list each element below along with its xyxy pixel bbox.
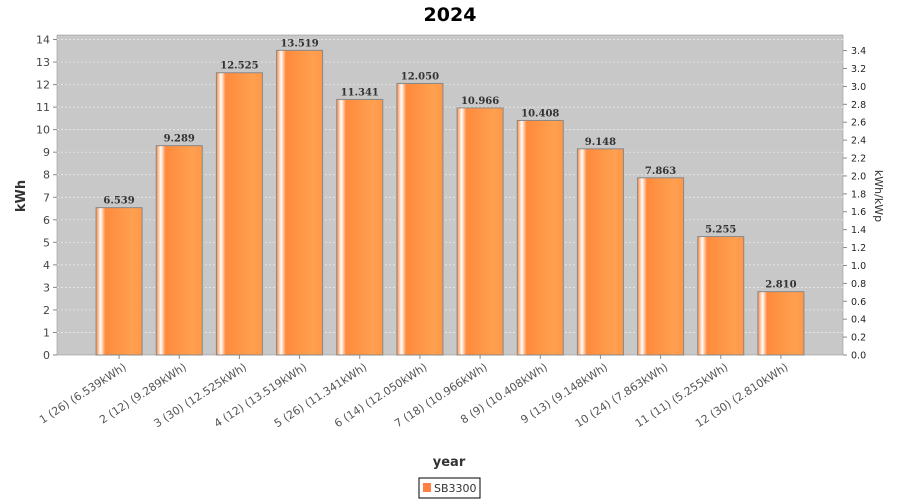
bar <box>576 148 624 356</box>
y2-tick-label: 0.2 <box>851 333 866 344</box>
bar <box>757 291 805 356</box>
bar-value-label: 12.525 <box>220 61 258 72</box>
y2-tick-label: 1.6 <box>851 207 866 218</box>
legend: SB3300 <box>418 477 481 499</box>
y-tick-label: 6 <box>43 214 50 227</box>
y2-tick-label: 2.0 <box>851 171 866 182</box>
y-tick-label: 3 <box>43 281 50 294</box>
bar <box>396 82 444 356</box>
bar-value-label: 11.341 <box>341 87 379 98</box>
y2-tick-label: 0.6 <box>851 297 866 308</box>
legend-swatch <box>423 483 431 492</box>
y2-tick-label: 0.4 <box>851 315 866 326</box>
y2-tick-label: 2.8 <box>851 100 866 111</box>
bar <box>155 145 203 356</box>
y-tick-label: 7 <box>43 191 50 204</box>
y-tick-label: 13 <box>36 56 50 69</box>
bar-value-label: 2.810 <box>765 280 796 291</box>
y2-tick-label: 0.0 <box>851 351 866 362</box>
y-tick-label: 4 <box>43 259 50 272</box>
y2-tick-label: 2.2 <box>851 154 866 165</box>
bar-value-label: 9.148 <box>585 137 616 148</box>
bar <box>456 107 504 356</box>
y2-tick-label: 3.0 <box>851 82 866 93</box>
y-tick-label: 1 <box>43 326 50 339</box>
y2-tick-label: 2.4 <box>851 136 866 147</box>
y2-tick-label: 1.2 <box>851 243 866 254</box>
y2-tick-label: 3.2 <box>851 64 866 75</box>
y2-tick-label: 1.8 <box>851 189 866 200</box>
y-tick-label: 0 <box>43 349 50 362</box>
y-tick-label: 8 <box>43 169 50 182</box>
bar-value-label: 6.539 <box>103 196 134 207</box>
legend-label: SB3300 <box>434 482 477 495</box>
y-tick-label: 10 <box>36 124 50 137</box>
bar <box>637 177 685 356</box>
y-tick-label: 2 <box>43 304 50 317</box>
bar <box>516 119 564 356</box>
bar-value-label: 9.289 <box>164 134 195 145</box>
bar-value-label: 12.050 <box>401 71 439 82</box>
bar <box>697 236 745 356</box>
bar <box>215 72 263 356</box>
y2-tick-label: 0.8 <box>851 279 866 290</box>
bar <box>336 98 384 356</box>
y-axis-label: kWh <box>14 180 29 212</box>
bar <box>276 49 324 356</box>
y-tick-label: 11 <box>36 101 50 114</box>
y-tick-label: 9 <box>43 146 50 159</box>
y-tick-label: 5 <box>43 236 50 249</box>
bar-value-label: 13.519 <box>280 38 318 49</box>
bar <box>95 207 143 356</box>
bar-value-label: 10.966 <box>461 96 499 107</box>
y2-tick-label: 2.6 <box>851 118 866 129</box>
bar-value-label: 7.863 <box>645 166 676 177</box>
bar-value-label: 10.408 <box>521 108 559 119</box>
y2-tick-label: 3.4 <box>851 46 866 57</box>
x-axis-label: year <box>433 455 466 470</box>
y-tick-label: 12 <box>36 79 50 92</box>
bar-value-label: 5.255 <box>705 225 736 236</box>
chart-title: 2024 <box>424 4 477 26</box>
y2-tick-label: 1.0 <box>851 261 866 272</box>
y2-tick-label: 1.4 <box>851 225 866 236</box>
y2-axis-label: kWh/kWp <box>872 170 885 222</box>
y-tick-label: 14 <box>36 34 50 47</box>
